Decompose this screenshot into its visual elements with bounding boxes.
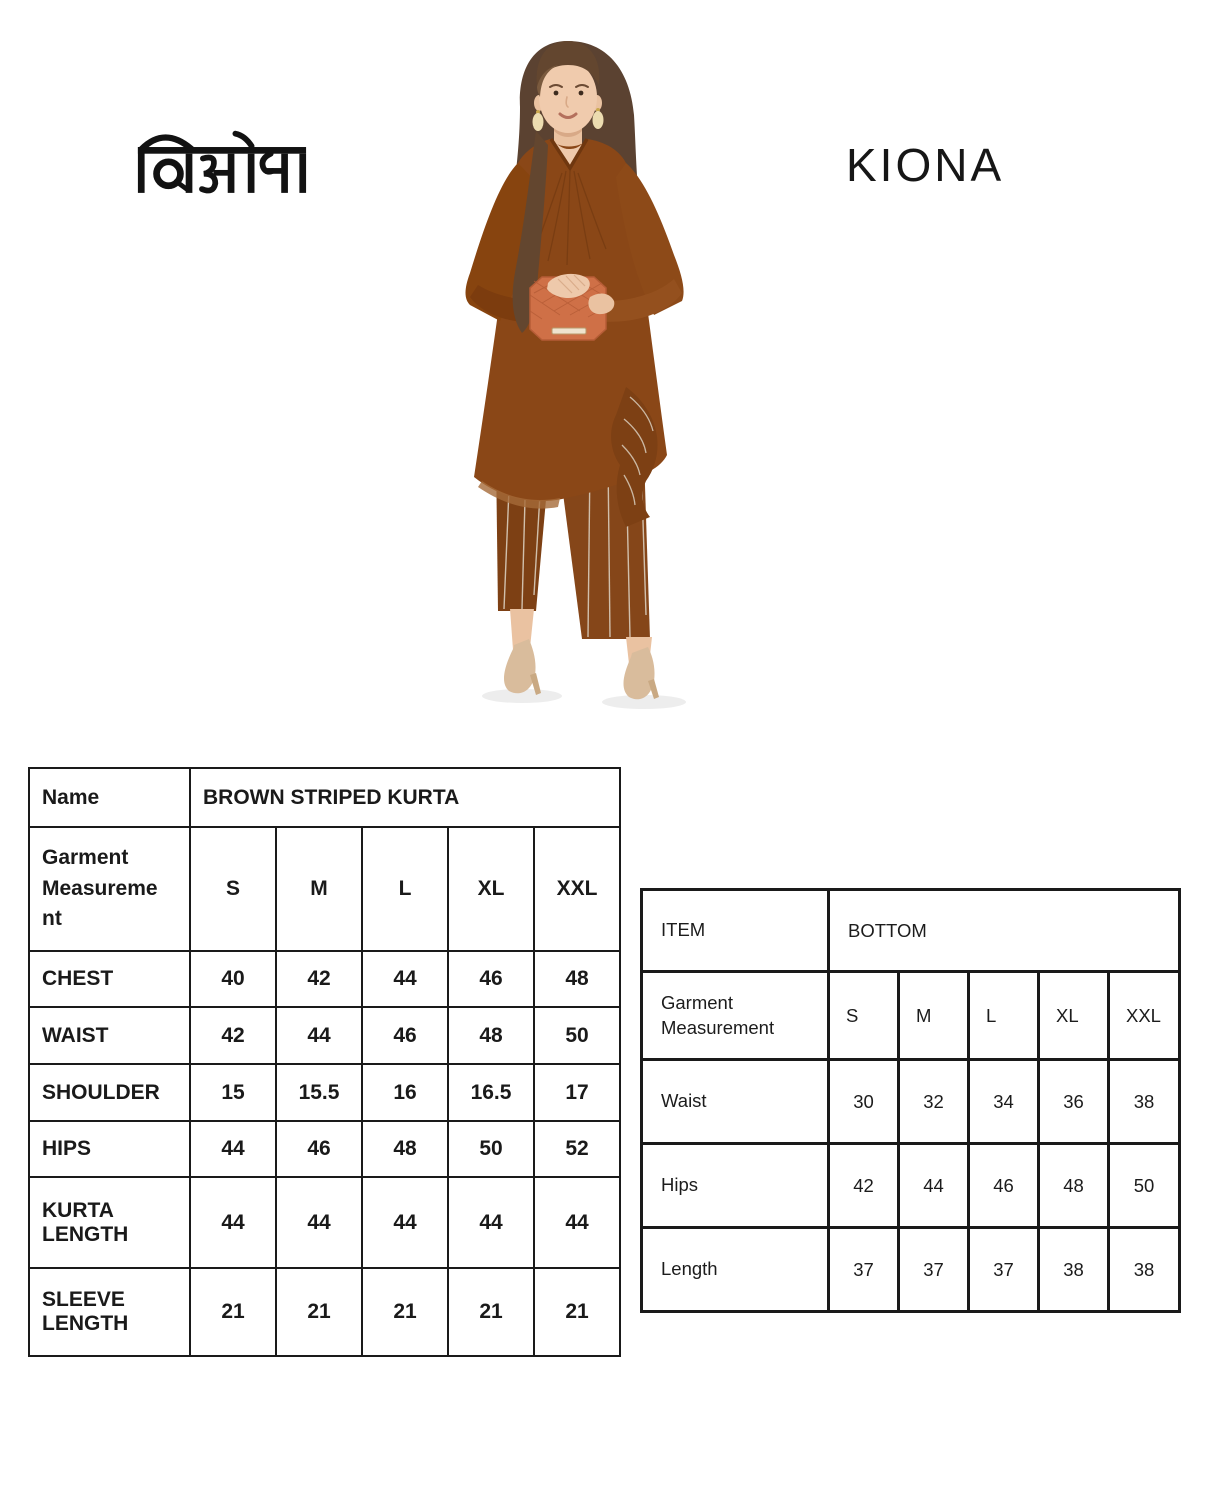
- table-row: WAIST 42 44 46 48 50: [28, 1006, 622, 1065]
- value-cell: 21: [275, 1267, 363, 1357]
- row-label-shoulder: SHOULDER: [28, 1063, 191, 1122]
- value-cell: 52: [532, 1120, 622, 1178]
- size-header-xxl: XXL: [1107, 970, 1181, 1061]
- clutch-bag: [529, 276, 607, 341]
- devanagari-wordmark-icon: [137, 130, 307, 194]
- value-cell: 42: [275, 950, 363, 1008]
- brand-name-latin: KIONA: [846, 139, 1005, 191]
- value-cell: 40: [189, 950, 277, 1008]
- value-cell: 50: [1107, 1142, 1181, 1229]
- value-cell: 46: [275, 1120, 363, 1178]
- table-row: CHEST 40 42 44 46 48: [28, 950, 622, 1008]
- value-cell: 44: [275, 1176, 363, 1269]
- value-cell: 44: [189, 1120, 277, 1178]
- row-label-hips: Hips: [640, 1142, 830, 1229]
- size-header-s: S: [189, 826, 277, 952]
- item-label: ITEM: [640, 888, 830, 973]
- row-label-kurta-length: KURTA LENGTH: [28, 1176, 191, 1269]
- row-label-chest: CHEST: [28, 950, 191, 1008]
- bottom-size-table: ITEM BOTTOM Garment Measurement S M L XL…: [640, 888, 1181, 1313]
- value-cell: 42: [189, 1006, 277, 1065]
- size-header-l: L: [967, 970, 1040, 1061]
- value-cell: 15.5: [275, 1063, 363, 1122]
- product-name-value: BROWN STRIPED KURTA: [188, 767, 622, 828]
- row-label-waist: Waist: [640, 1058, 830, 1145]
- value-cell: 21: [447, 1267, 535, 1357]
- value-cell: 48: [361, 1120, 449, 1178]
- value-cell: 44: [532, 1176, 622, 1269]
- size-header-l: L: [361, 826, 449, 952]
- row-label-waist: WAIST: [28, 1006, 191, 1065]
- table-row: HIPS 44 46 48 50 52: [28, 1120, 622, 1178]
- row-label-hips: HIPS: [28, 1120, 191, 1178]
- kurta-size-table: Name BROWN STRIPED KURTA Garment Measure…: [28, 767, 622, 1357]
- value-cell: 21: [361, 1267, 449, 1357]
- value-cell: 42: [827, 1142, 900, 1229]
- measurement-header: Garment Measurement: [640, 970, 830, 1061]
- value-cell: 16: [361, 1063, 449, 1122]
- size-header-m: M: [897, 970, 970, 1061]
- value-cell: 38: [1037, 1226, 1110, 1313]
- value-cell: 44: [361, 1176, 449, 1269]
- brand-name-devanagari: [136, 126, 308, 200]
- size-header-xxl: XXL: [532, 826, 622, 952]
- value-cell: 36: [1037, 1058, 1110, 1145]
- value-cell: 48: [532, 950, 622, 1008]
- value-cell: 48: [1037, 1142, 1110, 1229]
- table-row: Garment Measurement S M L XL XXL: [28, 826, 622, 952]
- measurement-header: Garment Measurement: [28, 826, 191, 952]
- product-photo: [430, 35, 740, 715]
- value-cell: 44: [275, 1006, 363, 1065]
- value-cell: 46: [447, 950, 535, 1008]
- row-label-sleeve-length: SLEEVE LENGTH: [28, 1267, 191, 1357]
- table-row: Garment Measurement S M L XL XXL: [640, 970, 1181, 1061]
- value-cell: 37: [967, 1226, 1040, 1313]
- table-row: SHOULDER 15 15.5 16 16.5 17: [28, 1063, 622, 1122]
- value-cell: 16.5: [447, 1063, 535, 1122]
- table-row: ITEM BOTTOM: [640, 888, 1181, 973]
- item-value: BOTTOM: [827, 888, 1181, 973]
- value-cell: 30: [827, 1058, 900, 1145]
- table-row: Length 37 37 37 38 38: [640, 1226, 1181, 1313]
- value-cell: 46: [361, 1006, 449, 1065]
- name-label: Name: [28, 767, 191, 828]
- value-cell: 15: [189, 1063, 277, 1122]
- value-cell: 37: [897, 1226, 970, 1313]
- value-cell: 50: [447, 1120, 535, 1178]
- table-row: Name BROWN STRIPED KURTA: [28, 767, 622, 828]
- value-cell: 44: [897, 1142, 970, 1229]
- table-row: KURTA LENGTH 44 44 44 44 44: [28, 1176, 622, 1269]
- value-cell: 21: [532, 1267, 622, 1357]
- value-cell: 50: [532, 1006, 622, 1065]
- value-cell: 46: [967, 1142, 1040, 1229]
- value-cell: 44: [189, 1176, 277, 1269]
- value-cell: 44: [361, 950, 449, 1008]
- table-row: Waist 30 32 34 36 38: [640, 1058, 1181, 1145]
- value-cell: 34: [967, 1058, 1040, 1145]
- size-header-xl: XL: [447, 826, 535, 952]
- value-cell: 48: [447, 1006, 535, 1065]
- size-header-m: M: [275, 826, 363, 952]
- size-header-s: S: [827, 970, 900, 1061]
- value-cell: 37: [827, 1226, 900, 1313]
- value-cell: 44: [447, 1176, 535, 1269]
- size-header-xl: XL: [1037, 970, 1110, 1061]
- table-row: SLEEVE LENGTH 21 21 21 21 21: [28, 1267, 622, 1357]
- value-cell: 17: [532, 1063, 622, 1122]
- value-cell: 32: [897, 1058, 970, 1145]
- value-cell: 38: [1107, 1226, 1181, 1313]
- table-row: Hips 42 44 46 48 50: [640, 1142, 1181, 1229]
- value-cell: 21: [189, 1267, 277, 1357]
- row-label-length: Length: [640, 1226, 830, 1313]
- shadow: [482, 689, 562, 703]
- value-cell: 38: [1107, 1058, 1181, 1145]
